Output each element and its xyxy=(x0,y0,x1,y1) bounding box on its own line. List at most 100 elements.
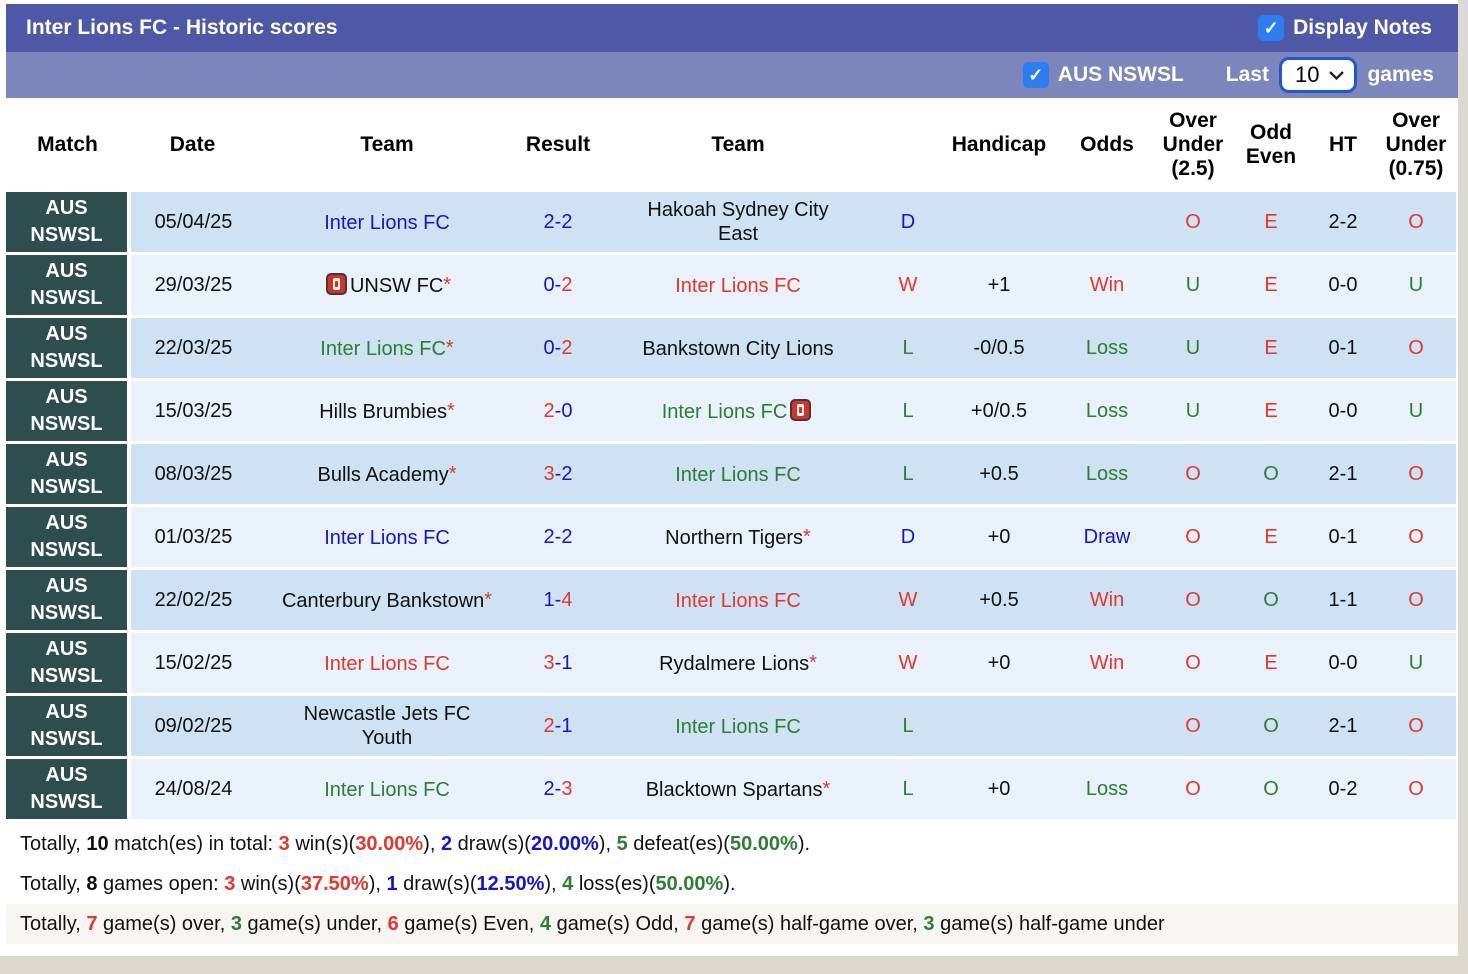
odds-outcome: Loss xyxy=(1060,442,1154,508)
match-date: 15/02/25 xyxy=(129,631,256,697)
games-label: games xyxy=(1367,63,1434,86)
team-name: Inter Lions FC xyxy=(324,526,450,549)
result-letter: L xyxy=(878,442,938,508)
result-letter: L xyxy=(878,379,938,445)
odd-even: E xyxy=(1232,316,1310,382)
away-team: Inter Lions FC xyxy=(598,442,878,508)
totals-segment: match(es) in total: xyxy=(108,833,279,856)
league-badge: AUS NSWSL xyxy=(6,442,131,508)
league-filter-toggle[interactable]: ✓ AUS NSWSL xyxy=(1022,62,1184,88)
match-result: 2-0 xyxy=(518,379,598,445)
asterisk-marker: * xyxy=(448,463,457,486)
odds-outcome: Loss xyxy=(1060,757,1154,823)
asterisk-marker: * xyxy=(803,526,811,549)
odd-even: O xyxy=(1232,442,1310,508)
over-under-2-5: O xyxy=(1154,192,1232,256)
totals-segment: 4 xyxy=(562,873,574,896)
last-games-select[interactable]: 10 xyxy=(1278,57,1358,93)
odd-even: E xyxy=(1232,631,1310,697)
ht-score: 0-0 xyxy=(1310,253,1376,319)
home-team: Canterbury Bankstown* xyxy=(256,568,518,634)
asterisk-marker: * xyxy=(443,274,452,297)
away-team: Northern Tigers* xyxy=(598,505,878,571)
odd-even: E xyxy=(1232,192,1310,256)
home-score: 3 xyxy=(543,652,555,675)
totals-line-1: Totally, 10 match(es) in total: 3 win(s)… xyxy=(6,824,1458,865)
home-team: Inter Lions FC xyxy=(256,505,518,571)
match-result: 0-2 xyxy=(518,316,598,382)
totals-segment: 3 xyxy=(224,873,236,896)
team-name: Inter Lions FC xyxy=(675,715,801,738)
handicap-value: +0 xyxy=(938,505,1060,571)
over-under-2-5: O xyxy=(1154,505,1232,571)
red-card-icon xyxy=(790,399,812,422)
over-under-2-5: O xyxy=(1154,694,1232,760)
league-filter-label: AUS NSWSL xyxy=(1057,63,1184,86)
totals-segment: Totally, xyxy=(20,873,87,896)
result-letter: L xyxy=(878,694,938,760)
totals-summary: Totally, 10 match(es) in total: 3 win(s)… xyxy=(6,822,1458,952)
league-badge: AUS NSWSL xyxy=(6,379,131,445)
match-result: 3-2 xyxy=(518,442,598,508)
display-notes-checkbox[interactable]: ✓ xyxy=(1258,15,1285,41)
match-date: 09/02/25 xyxy=(129,694,256,760)
over-under-0-75: U xyxy=(1376,631,1456,697)
col-header-result: Result xyxy=(518,98,598,193)
table-row: AUS NSWSL 22/02/25 Canterbury Bankstown* 1-… xyxy=(6,568,1456,634)
totals-segment: 2 xyxy=(440,833,453,856)
away-team: Bankstown City Lions xyxy=(598,316,878,382)
over-under-2-5: O xyxy=(1154,631,1232,697)
away-team: Hakoah Sydney City East xyxy=(598,192,878,256)
totals-segment: 3 xyxy=(278,833,290,856)
league-checkbox[interactable]: ✓ xyxy=(1022,62,1049,88)
odd-even: E xyxy=(1232,253,1310,319)
page-title: Inter Lions FC - Historic scores xyxy=(26,16,338,39)
league-badge: AUS NSWSL xyxy=(6,631,131,697)
home-score: 2 xyxy=(543,778,555,801)
totals-segment: game(s) under, xyxy=(241,913,388,936)
table-row: AUS NSWSL 24/08/24 Inter Lions FC 2-3 Blackt… xyxy=(6,757,1456,823)
totals-segment: 50.00% xyxy=(729,833,798,856)
match-date: 15/03/25 xyxy=(129,379,256,445)
over-under-0-75: U xyxy=(1376,379,1456,445)
away-team: Inter Lions FC xyxy=(598,253,878,319)
away-team: Blacktown Spartans* xyxy=(598,757,878,823)
result-letter: W xyxy=(878,631,938,697)
ht-score: 0-2 xyxy=(1310,757,1376,823)
totals-segment: 37.50% xyxy=(300,873,369,896)
team-name: UNSW FC xyxy=(349,274,444,297)
chevron-down-icon xyxy=(1329,70,1345,80)
odds-outcome: Win xyxy=(1060,568,1154,634)
home-score: 0 xyxy=(543,274,555,297)
totals-segment: game(s) Odd, xyxy=(551,913,685,936)
handicap-value xyxy=(938,192,1060,256)
team-name: Bulls Academy xyxy=(317,463,449,486)
totals-segment: draw(s)( xyxy=(452,833,531,856)
handicap-value xyxy=(938,694,1060,760)
handicap-value: +0 xyxy=(938,631,1060,697)
totals-segment: game(s) half-game under xyxy=(934,913,1165,936)
league-badge: AUS NSWSL xyxy=(6,568,131,634)
over-under-0-75: O xyxy=(1376,442,1456,508)
asterisk-marker: * xyxy=(809,652,817,675)
last-games-group: Last 10 games xyxy=(1226,57,1434,93)
match-date: 22/02/25 xyxy=(129,568,256,634)
handicap-value: -0/0.5 xyxy=(938,316,1060,382)
odd-even: E xyxy=(1232,505,1310,571)
totals-segment: ), xyxy=(423,833,441,856)
home-score: 0 xyxy=(543,337,555,360)
match-date: 29/03/25 xyxy=(129,253,256,319)
col-header-wdl xyxy=(878,98,938,193)
table-row: AUS NSWSL 22/03/25 Inter Lions FC* 0-2 Banks… xyxy=(6,316,1456,382)
match-result: 2-1 xyxy=(518,694,598,760)
totals-segment: ), xyxy=(368,873,387,896)
display-notes-toggle[interactable]: ✓ Display Notes xyxy=(1258,15,1432,41)
away-team: Inter Lions FC xyxy=(598,568,878,634)
asterisk-marker: * xyxy=(822,778,831,801)
col-header-handicap: Handicap xyxy=(938,98,1060,193)
team-name: Blacktown Spartans xyxy=(645,778,823,801)
team-name: Canterbury Bankstown xyxy=(281,589,485,612)
totals-segment: 3 xyxy=(923,913,935,936)
handicap-value: +1 xyxy=(938,253,1060,319)
totals-segment: ). xyxy=(723,873,736,896)
